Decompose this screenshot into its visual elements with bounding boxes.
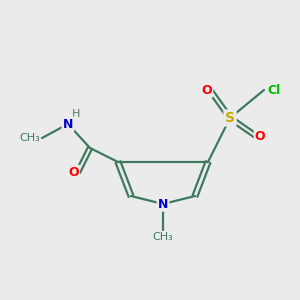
- Text: O: O: [69, 166, 79, 178]
- Text: Cl: Cl: [267, 83, 280, 97]
- Text: S: S: [225, 111, 235, 125]
- Text: CH₃: CH₃: [19, 133, 40, 143]
- Text: O: O: [202, 83, 212, 97]
- Text: H: H: [72, 109, 80, 119]
- Text: CH₃: CH₃: [153, 232, 173, 242]
- Text: N: N: [158, 197, 168, 211]
- Text: N: N: [63, 118, 73, 130]
- Text: O: O: [255, 130, 265, 142]
